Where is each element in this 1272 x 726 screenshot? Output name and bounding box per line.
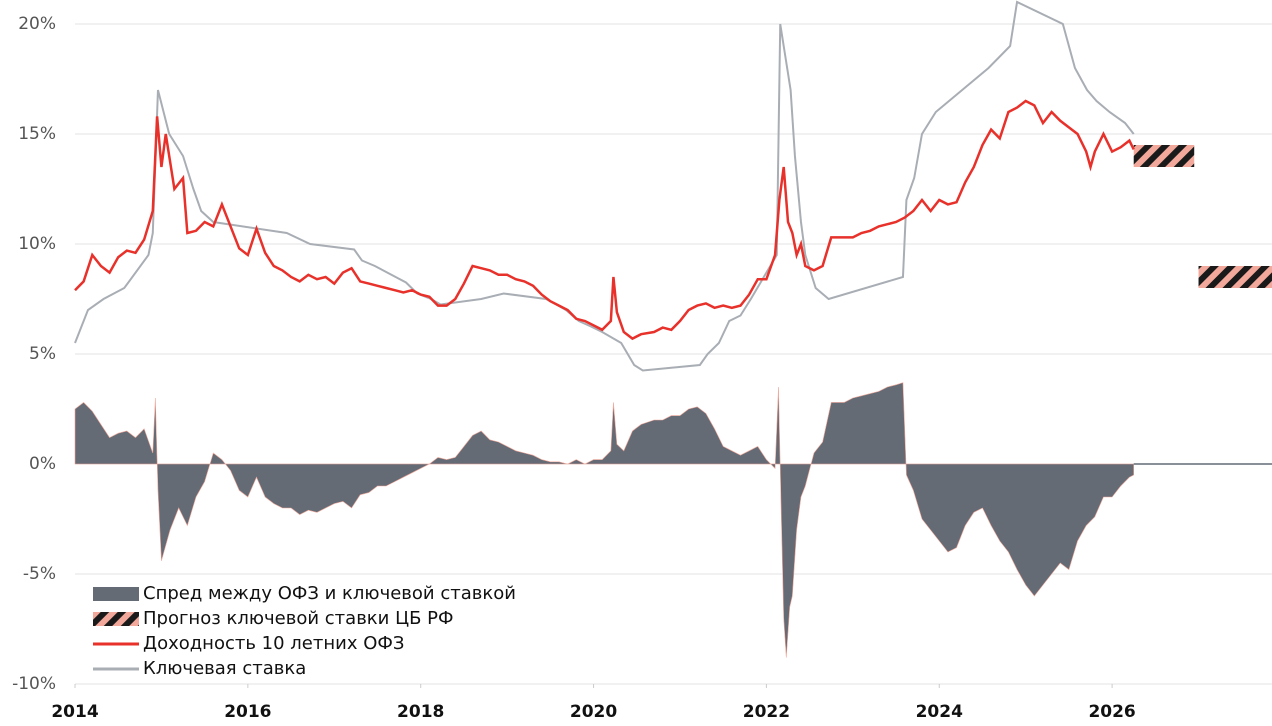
y-tick-label: -10% [12, 674, 56, 694]
legend-label: Ключевая ставка [143, 658, 306, 679]
line-series [74, 99, 1135, 341]
legend-label: Доходность 10 летних ОФЗ [143, 633, 404, 654]
line-series [74, 0, 1135, 372]
y-tick-label: 10% [18, 234, 56, 254]
x-tick-label: 2022 [743, 702, 790, 722]
x-tick-label: 2018 [397, 702, 444, 722]
spread-area [74, 382, 1135, 658]
legend-swatch [93, 612, 139, 626]
x-tick-label: 2014 [51, 702, 98, 722]
y-tick-label: 0% [29, 454, 56, 474]
y-tick-label: 15% [18, 124, 56, 144]
x-tick-label: 2024 [916, 702, 963, 722]
legend-label: Прогноз ключевой ставки ЦБ РФ [143, 608, 454, 629]
x-tick-label: 2020 [570, 702, 617, 722]
y-tick-label: 20% [18, 14, 56, 34]
forecast-box [1133, 145, 1195, 167]
legend-label: Спред между ОФЗ и ключевой ставкой [143, 583, 516, 604]
legend-swatch [93, 587, 139, 601]
y-tick-label: 5% [29, 344, 56, 364]
y-tick-label: -5% [23, 564, 56, 584]
x-tick-label: 2016 [224, 702, 271, 722]
forecast-box [1198, 266, 1272, 288]
x-tick-label: 2026 [1088, 702, 1135, 722]
